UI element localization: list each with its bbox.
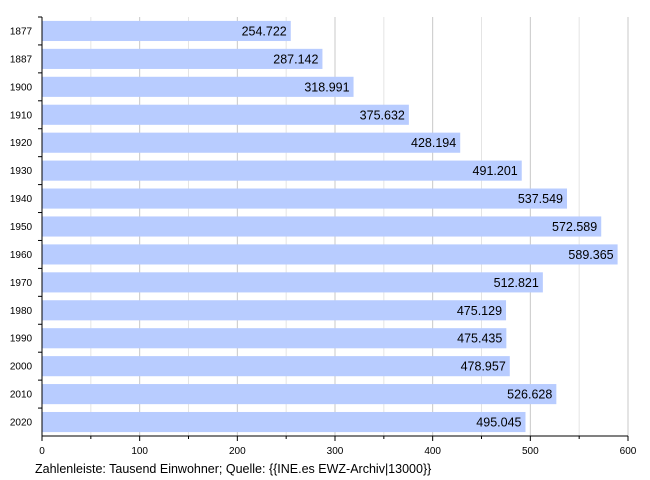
value-label-1960: 589.365 bbox=[568, 248, 613, 262]
category-label-1980: 1980 bbox=[10, 306, 33, 317]
bar-1887 bbox=[42, 48, 323, 69]
x-tick-label-0: 0 bbox=[39, 446, 45, 457]
category-label-2010: 2010 bbox=[10, 390, 33, 401]
value-label-1910: 375.632 bbox=[360, 108, 405, 122]
category-label-1910: 1910 bbox=[10, 110, 33, 121]
value-label-1920: 428.194 bbox=[411, 136, 456, 150]
category-label-1877: 1877 bbox=[10, 26, 33, 37]
bar-1950 bbox=[42, 216, 602, 237]
bar-1970 bbox=[42, 272, 543, 293]
bar-1960 bbox=[42, 244, 618, 265]
x-tick-label-200: 200 bbox=[229, 446, 246, 457]
category-label-1970: 1970 bbox=[10, 278, 33, 289]
category-label-1887: 1887 bbox=[10, 54, 33, 65]
value-label-1950: 572.589 bbox=[552, 220, 597, 234]
value-label-1930: 491.201 bbox=[473, 164, 518, 178]
value-label-1877: 254.722 bbox=[242, 24, 287, 38]
bar-1980 bbox=[42, 300, 507, 321]
x-tick-label-500: 500 bbox=[522, 446, 539, 457]
bar-1920 bbox=[42, 132, 461, 153]
x-tick-label-300: 300 bbox=[327, 446, 344, 457]
value-label-1940: 537.549 bbox=[518, 192, 563, 206]
x-tick-label-400: 400 bbox=[424, 446, 441, 457]
category-label-1920: 1920 bbox=[10, 138, 33, 149]
value-label-2020: 495.045 bbox=[476, 416, 521, 430]
value-label-2000: 478.957 bbox=[461, 360, 506, 374]
x-tick-label-600: 600 bbox=[620, 446, 637, 457]
bar-1930 bbox=[42, 160, 522, 181]
bar-1900 bbox=[42, 76, 354, 97]
value-label-1900: 318.991 bbox=[304, 80, 349, 94]
bar-2010 bbox=[42, 384, 557, 405]
bar-1990 bbox=[42, 328, 507, 349]
value-label-1887: 287.142 bbox=[273, 52, 318, 66]
category-label-1930: 1930 bbox=[10, 166, 33, 177]
bar-1940 bbox=[42, 188, 568, 209]
value-label-1970: 512.821 bbox=[494, 276, 539, 290]
x-tick-label-100: 100 bbox=[131, 446, 148, 457]
bar-2020 bbox=[42, 411, 526, 433]
bar-1877 bbox=[42, 20, 291, 42]
category-label-1960: 1960 bbox=[10, 250, 33, 261]
chart-caption: Zahlenleiste: Tausend Einwohner; Quelle:… bbox=[35, 462, 432, 476]
category-label-1940: 1940 bbox=[10, 194, 33, 205]
bar-1910 bbox=[42, 104, 409, 125]
value-label-1990: 475.435 bbox=[457, 332, 502, 346]
category-label-2020: 2020 bbox=[10, 418, 33, 429]
value-label-2010: 526.628 bbox=[507, 388, 552, 402]
category-label-2000: 2000 bbox=[10, 362, 33, 373]
category-label-1950: 1950 bbox=[10, 222, 33, 233]
category-label-1990: 1990 bbox=[10, 334, 33, 345]
category-label-1900: 1900 bbox=[10, 82, 33, 93]
bar-2000 bbox=[42, 356, 510, 377]
value-label-1980: 475.129 bbox=[457, 304, 502, 318]
